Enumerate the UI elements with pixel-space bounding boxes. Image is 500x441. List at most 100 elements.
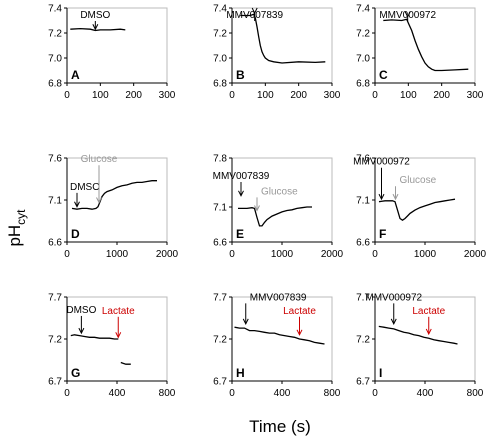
x-tick-label: 0 (372, 90, 378, 101)
y-tick-label: 6.8 (213, 79, 227, 90)
y-tick-label: 7.2 (48, 335, 62, 346)
panel-letter: B (236, 68, 245, 82)
annotation-label: Lactate (412, 306, 445, 317)
annotation-label: MMV007839 (213, 171, 270, 182)
series-line-2 (120, 361, 131, 365)
y-tick-label: 7.2 (356, 29, 370, 40)
series-line-1 (238, 206, 312, 227)
y-tick-label: 7.7 (213, 293, 227, 304)
x-tick-label: 200 (290, 90, 307, 101)
panel-g: 6.7 7.2 7.7 0 400 800 DMSO Lactate G (48, 293, 176, 400)
series-line-1 (378, 325, 458, 345)
y-tick-label: 6.6 (213, 238, 227, 249)
annotation-arrowhead (390, 318, 397, 325)
y-tick-label: 7.7 (356, 293, 370, 304)
y-tick-label: 7.4 (213, 4, 227, 15)
y-tick-label: 7.0 (213, 54, 227, 65)
annotation-label: MMV000972 (365, 292, 422, 303)
x-tick-label: 1000 (271, 249, 294, 260)
annotation-arrowhead (115, 332, 122, 339)
annotation-label: Glucose (261, 186, 298, 197)
x-tick-label: 0 (372, 249, 378, 260)
y-tick-label: 7.6 (48, 154, 62, 165)
annotation-arrowhead (242, 318, 249, 325)
x-tick-label: 800 (467, 388, 484, 399)
x-tick-label: 300 (159, 90, 176, 101)
x-axis-title: Time (s) (249, 417, 311, 436)
y-tick-label: 6.6 (48, 238, 62, 249)
y-tick-label: 7.4 (356, 4, 370, 15)
panel-letter: I (379, 366, 382, 380)
panel-letter: H (236, 366, 245, 380)
annotation-arrowhead (404, 11, 411, 18)
series-line-1 (383, 18, 469, 72)
annotation-label: MMV000972 (353, 157, 410, 168)
x-tick-label: 0 (229, 388, 235, 399)
y-axis-title: pHcyt (5, 209, 28, 247)
y-tick-label: 7.2 (356, 335, 370, 346)
y-tick-label: 6.6 (356, 238, 370, 249)
x-tick-label: 0 (64, 90, 70, 101)
y-tick-label: 7.0 (356, 54, 370, 65)
annotation-arrowhead (238, 190, 244, 197)
y-tick-label: 7.2 (213, 29, 227, 40)
x-tick-label: 100 (400, 90, 417, 101)
annotation-arrowhead (296, 329, 303, 336)
annotation-arrowhead (425, 328, 432, 336)
x-tick-label: 0 (372, 388, 378, 399)
y-axis-title-subscript: cyt (14, 209, 28, 225)
plot-frame (374, 157, 476, 243)
x-tick-label: 800 (324, 388, 341, 399)
annotation-arrowhead (392, 193, 399, 201)
x-tick-label: 100 (257, 90, 274, 101)
series-line-1 (70, 27, 126, 32)
y-tick-label: 7.0 (48, 54, 62, 65)
panel-e: 6.6 7.1 7.8 0 1000 2000 MMV007839 Glucose E (213, 154, 344, 261)
x-tick-label: 1000 (414, 249, 437, 260)
y-tick-label: 7.2 (48, 29, 62, 40)
x-tick-label: 200 (433, 90, 450, 101)
x-tick-label: 800 (159, 388, 176, 399)
annotation-label: Lactate (102, 306, 135, 317)
x-tick-label: 1000 (106, 249, 129, 260)
panel-grid: 6.8 7.0 7.2 7.4 0 100 200 300 DMSO A 6.8 7.0 7.2 7.4 0… (48, 4, 486, 400)
annotation-arrowhead (251, 7, 258, 15)
y-tick-label: 7.4 (48, 4, 62, 15)
y-tick-label: 6.7 (48, 377, 62, 388)
annotation-arrowhead (78, 327, 85, 335)
annotation-arrowhead (96, 197, 102, 204)
annotation-arrowhead (92, 24, 99, 31)
y-tick-label: 6.7 (213, 377, 227, 388)
x-tick-label: 2000 (321, 249, 344, 260)
annotation-label: Glucose (81, 154, 118, 165)
x-tick-label: 0 (229, 90, 235, 101)
x-tick-label: 0 (64, 388, 70, 399)
y-tick-label: 7.2 (213, 335, 227, 346)
y-tick-label: 6.8 (48, 79, 62, 90)
y-tick-label: 7.1 (213, 203, 227, 214)
x-tick-label: 2000 (156, 249, 179, 260)
x-tick-label: 400 (109, 388, 126, 399)
annotation-label: DMSO (66, 305, 96, 316)
panel-f: 6.6 7.1 7.6 0 1000 2000 MMV000972 Glucose F (353, 154, 486, 261)
panel-d: 6.6 7.1 7.6 0 1000 2000 DMSO Glucose D (48, 154, 178, 261)
plot-frame (66, 157, 168, 243)
annotation-label: MMV007839 (250, 292, 307, 303)
series-line-1 (240, 13, 326, 64)
y-tick-label: 6.7 (356, 377, 370, 388)
x-tick-label: 300 (467, 90, 484, 101)
panel-letter: G (71, 366, 80, 380)
y-tick-label: 6.8 (356, 79, 370, 90)
panel-letter: F (379, 227, 386, 241)
series-line-1 (234, 326, 325, 345)
y-tick-label: 7.1 (356, 196, 370, 207)
annotation-label: Glucose (400, 175, 437, 186)
annotation-label: Lactate (283, 306, 316, 317)
series-line-1 (70, 334, 119, 340)
y-tick-label: 7.1 (48, 196, 62, 207)
y-tick-label: 7.6 (356, 154, 370, 165)
x-tick-label: 400 (417, 388, 434, 399)
panel-letter: C (379, 68, 388, 82)
annotation-arrowhead (254, 205, 260, 212)
